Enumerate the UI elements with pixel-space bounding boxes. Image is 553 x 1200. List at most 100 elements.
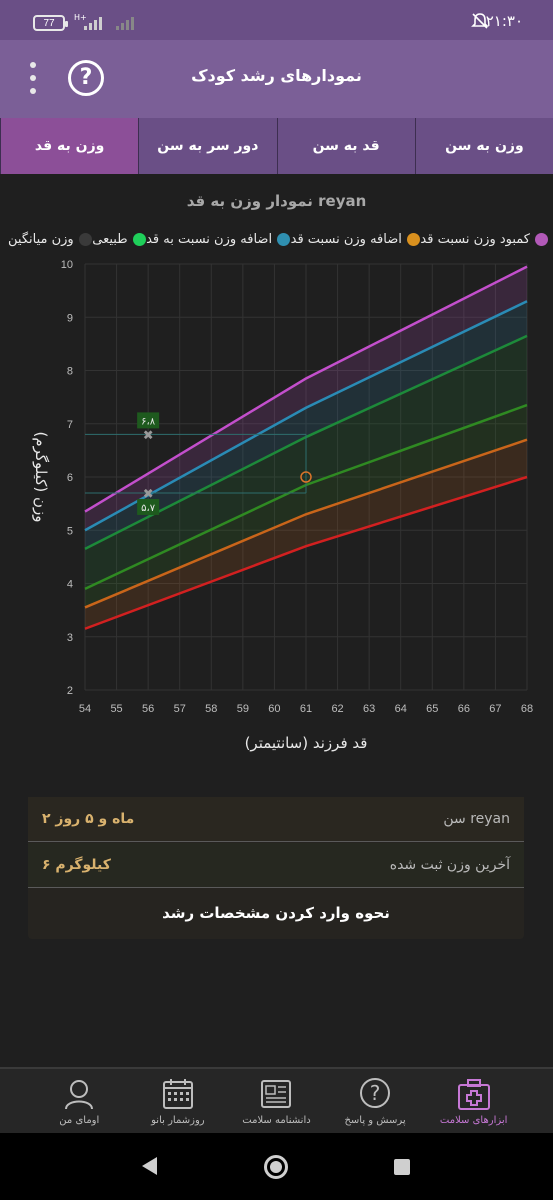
chart-legend: کمبود وزن نسبت قد اضافه وزن نسبت قد اضاف…	[8, 232, 548, 247]
series-line	[84, 300, 528, 532]
question-icon: ?	[360, 1077, 391, 1108]
nav-label: ابزارهای سلامت	[439, 1114, 508, 1126]
x-tick-label: 68	[521, 703, 533, 715]
x-tick-label: 63	[363, 703, 375, 715]
status-bar: 77 H+ ۲۱:۳۰	[0, 0, 553, 40]
band-area	[85, 266, 527, 531]
tab-height-age[interactable]: قد به سن	[276, 118, 415, 174]
legend-item: وزن میانگین	[8, 232, 92, 247]
battery-icon: 77	[33, 15, 68, 31]
data-point	[300, 471, 312, 483]
help-button[interactable]: ?	[68, 60, 104, 96]
x-tick-label: 62	[331, 703, 343, 715]
legend-item: اضافه وزن نسبت قد	[291, 232, 420, 247]
legend-label: اضافه وزن نسبت قد	[290, 232, 402, 247]
home-icon[interactable]	[264, 1155, 288, 1179]
muted-bell-icon	[471, 13, 489, 29]
tab-weight-age[interactable]: وزن به سن	[414, 118, 553, 174]
y-tick-label: 9	[67, 312, 73, 324]
signal-icon-2	[116, 16, 134, 30]
legend-dot	[277, 233, 291, 246]
y-tick-label: 10	[61, 259, 73, 271]
x-tick-label: 67	[489, 703, 501, 715]
marker-cross: ✖	[143, 487, 154, 502]
tab-head-age[interactable]: دور سر به سن	[138, 118, 276, 174]
series-line	[84, 438, 528, 609]
series-line	[84, 265, 528, 513]
legend-label: اضافه وزن نسبت به قد	[146, 232, 273, 247]
y-tick-label: 8	[67, 366, 73, 378]
how-to-enter-button[interactable]: نحوه وارد کردن مشخصات رشد	[162, 904, 390, 922]
marker-label: ۶،۸	[141, 416, 156, 427]
marker-badge	[137, 412, 160, 429]
medkit-icon	[457, 1078, 490, 1110]
nav-label: دانشنامه سلامت	[242, 1114, 311, 1126]
y-tick-label: 5	[67, 525, 73, 537]
recent-apps-icon[interactable]	[394, 1159, 410, 1175]
back-icon[interactable]	[142, 1157, 157, 1175]
system-nav-bar	[0, 1133, 553, 1200]
x-axis-label: قد فرزند (سانتیمتر)	[245, 734, 368, 752]
page-title: نمودارهای رشد کودک	[191, 66, 362, 85]
x-tick-label: 65	[426, 703, 438, 715]
y-tick-label: 4	[67, 579, 73, 591]
age-value: ۲ ماه و ۵ روز	[42, 811, 135, 827]
y-tick-label: 3	[67, 632, 73, 644]
legend-dot	[78, 233, 92, 246]
y-tick-label: 2	[67, 685, 73, 697]
chart-tabs: وزن به سن قد به سن دور سر به سن وزن به ق…	[0, 118, 553, 174]
newspaper-icon	[261, 1079, 292, 1108]
x-tick-label: 58	[205, 703, 217, 715]
x-tick-label: 59	[237, 703, 249, 715]
bottom-nav: ابزارهای سلامت ? پرسش و پاسخ دانشنامه سل…	[0, 1067, 553, 1133]
legend-item: کمبود وزن نسبت قد	[420, 232, 548, 247]
age-row: ۲ ماه و ۵ روز سن reyan	[28, 797, 524, 842]
weight-row: ۶ کیلوگرم آخرین وزن ثبت شده	[28, 843, 524, 888]
legend-dot	[132, 233, 146, 246]
y-tick-label: 7	[67, 419, 73, 431]
info-card: ۲ ماه و ۵ روز سن reyan ۶ کیلوگرم آخرین و…	[28, 797, 524, 939]
band-area	[85, 301, 527, 549]
signal-icon	[84, 16, 102, 30]
network-type: H+	[74, 13, 87, 22]
legend-label: کمبود وزن نسبت قد	[420, 232, 530, 247]
band-area	[85, 439, 527, 629]
profile-icon	[65, 1079, 94, 1109]
nav-qa[interactable]: ? پرسش و پاسخ	[334, 1069, 416, 1133]
y-tick-label: 6	[67, 472, 73, 484]
battery-level: 77	[43, 17, 55, 29]
clock: ۲۱:۳۰	[485, 12, 523, 30]
legend-dot	[406, 233, 420, 246]
app-bar: ? نمودارهای رشد کودک	[0, 40, 553, 118]
growth-chart: 54 55 56 57 58 59 60 61 62 63 64 65 66 67 682345678910…	[32, 259, 533, 752]
series-line	[84, 475, 528, 630]
x-tick-label: 64	[395, 703, 407, 715]
tab-weight-height[interactable]: وزن به قد	[0, 118, 139, 174]
nav-health-tools[interactable]: ابزارهای سلامت	[433, 1069, 515, 1133]
nav-calendar[interactable]: روزشمار بانو	[137, 1069, 219, 1133]
chart-title: نمودار وزن به قد reyan	[186, 192, 367, 210]
x-tick-label: 56	[142, 703, 154, 715]
nav-encyclopedia[interactable]: دانشنامه سلامت	[235, 1069, 317, 1133]
overflow-menu-icon[interactable]	[24, 60, 42, 100]
x-tick-label: 60	[268, 703, 280, 715]
legend-dot	[535, 233, 548, 246]
nav-label: پرسش و پاسخ	[344, 1114, 406, 1126]
legend-item: طبیعی	[92, 232, 146, 247]
weight-label: آخرین وزن ثبت شده	[389, 857, 510, 873]
x-tick-label: 61	[300, 703, 312, 715]
band-area	[85, 405, 527, 608]
marker-badge	[137, 498, 160, 515]
marker-label: ۵،۷	[141, 503, 156, 514]
nav-profile[interactable]: اومای من	[38, 1069, 120, 1133]
nav-label: روزشمار بانو	[151, 1114, 205, 1126]
age-label: سن reyan	[443, 811, 510, 827]
nav-label: اومای من	[59, 1114, 100, 1126]
weight-value: ۶ کیلوگرم	[42, 857, 111, 873]
marker-cross: ✖	[143, 428, 154, 443]
svg-text:?: ?	[370, 1081, 381, 1105]
y-axis-label: وزن (کیلوگرم)	[32, 431, 50, 522]
x-tick-label: 55	[110, 703, 122, 715]
legend-item: اضافه وزن نسبت به قد	[146, 232, 291, 247]
calendar-icon	[162, 1078, 193, 1109]
